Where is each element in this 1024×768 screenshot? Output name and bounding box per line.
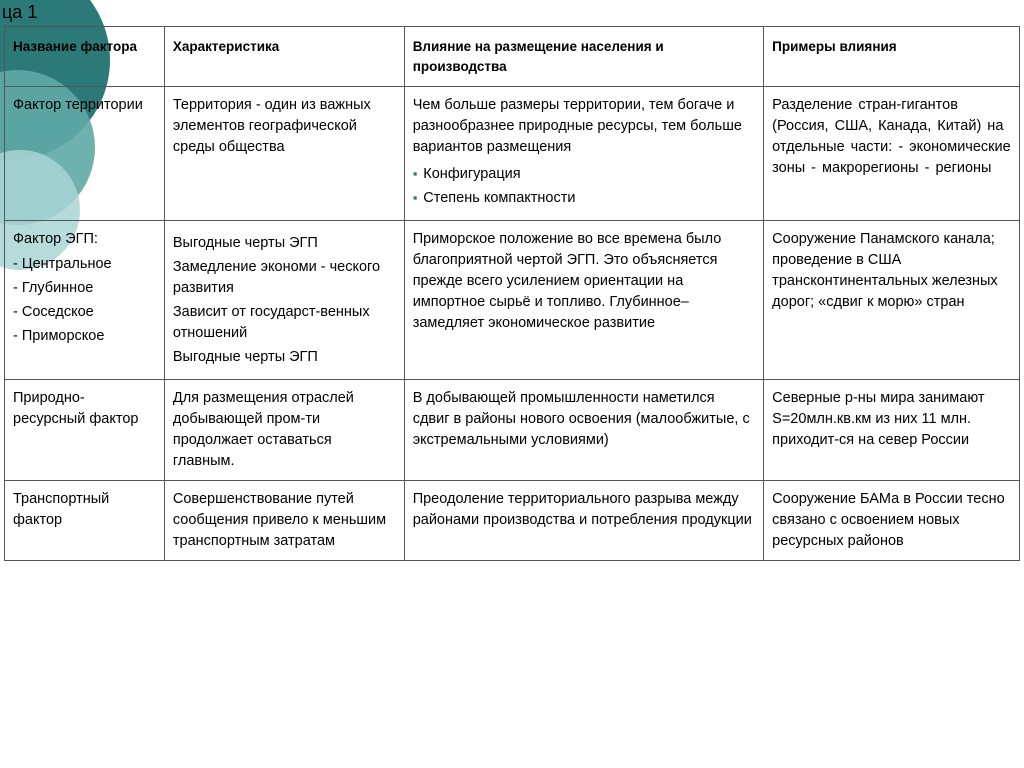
sublist-item: - Центральное (13, 254, 156, 275)
cell-examples: Северные р-ны мира занимают S=20млн.кв.к… (764, 380, 1020, 481)
cell-influence: Чем больше размеры территории, тем богач… (404, 87, 763, 221)
table-header-row: Название фактора Характеристика Влияние … (5, 27, 1020, 87)
cell-influence: Преодоление территориального разрыва меж… (404, 481, 763, 561)
sublist-item: - Соседское (13, 302, 156, 323)
header-characteristic: Характеристика (164, 27, 404, 87)
table-row: Фактор ЭГП: - Центральное - Глубинное - … (5, 221, 1020, 380)
cell-influence-text: Чем больше размеры территории, тем богач… (413, 95, 755, 158)
cell-factor-name: Природно-ресурсный фактор (5, 380, 165, 481)
cell-characteristic: Совершенствование путей сообщения привел… (164, 481, 404, 561)
cell-factor-name: Фактор ЭГП: - Центральное - Глубинное - … (5, 221, 165, 380)
cell-influence: В добывающей промышленности наметился сд… (404, 380, 763, 481)
char-line: Выгодные черты ЭГП (173, 233, 396, 254)
bullet-item: Степень компактности (413, 188, 755, 209)
cell-characteristic: Территория - один из важных элементов ге… (164, 87, 404, 221)
cell-examples: Сооружение БАМа в России тесно связано с… (764, 481, 1020, 561)
header-factor-name: Название фактора (5, 27, 165, 87)
table-row: Природно-ресурсный фактор Для размещения… (5, 380, 1020, 481)
sublist-item: - Приморское (13, 326, 156, 347)
table-row: Транспортный фактор Совершенствование пу… (5, 481, 1020, 561)
cell-influence: Приморское положение во все времена было… (404, 221, 763, 380)
cell-examples: Разделение стран-гигантов (Россия, США, … (764, 87, 1020, 221)
influence-bullet-list: Конфигурация Степень компактности (413, 164, 755, 209)
sublist-item: - Глубинное (13, 278, 156, 299)
cell-factor-name: Транспортный фактор (5, 481, 165, 561)
cell-factor-name: Фактор территории (5, 87, 165, 221)
bullet-item: Конфигурация (413, 164, 755, 185)
characteristic-lines: Выгодные черты ЭГП Замедление экономи - … (173, 233, 396, 368)
cell-examples: Сооружение Панамского канала; проведение… (764, 221, 1020, 380)
table-row: Фактор территории Территория - один из в… (5, 87, 1020, 221)
factor-name-main: Фактор ЭГП: (13, 229, 156, 250)
char-line: Зависит от государст-венных отношений (173, 302, 396, 344)
char-line: Замедление экономи - ческого развития (173, 257, 396, 299)
cell-characteristic: Выгодные черты ЭГП Замедление экономи - … (164, 221, 404, 380)
slide-title-fragment: ца 1 (2, 2, 37, 23)
char-line: Выгодные черты ЭГП (173, 347, 396, 368)
header-examples: Примеры влияния (764, 27, 1020, 87)
cell-characteristic: Для размещения отраслей добывающей пром-… (164, 380, 404, 481)
factor-sublist: - Центральное - Глубинное - Соседское - … (13, 254, 156, 347)
factors-table: Название фактора Характеристика Влияние … (4, 26, 1020, 561)
header-influence: Влияние на размещение населения и произв… (404, 27, 763, 87)
